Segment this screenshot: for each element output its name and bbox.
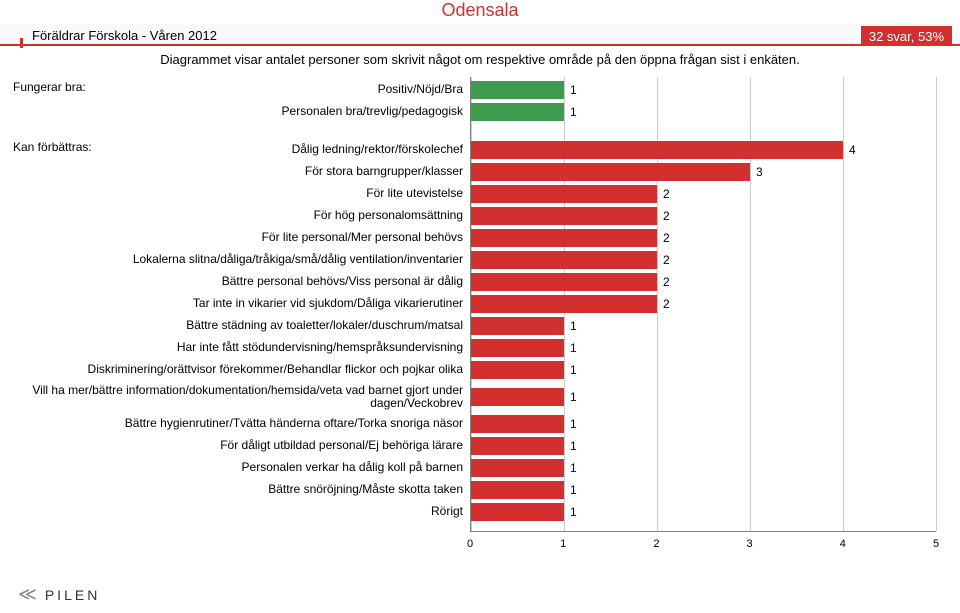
bar-value: 4 [849, 141, 856, 159]
bar [471, 273, 657, 291]
header-bar: Föräldrar Förskola - Våren 2012 32 svar,… [0, 24, 960, 46]
bar-row: För stora barngrupper/klasser3 [471, 163, 936, 181]
bar-row: Lokalerna slitna/dåliga/tråkiga/små/dåli… [471, 251, 936, 269]
bar [471, 361, 564, 379]
bar-row: Har inte fått stödundervisning/hemspråks… [471, 339, 936, 357]
bar-value: 2 [663, 251, 670, 269]
chevron-left-icon: ≪ [18, 584, 31, 605]
x-tick-label: 1 [560, 538, 566, 550]
x-tick-label: 5 [933, 538, 939, 550]
x-tick-label: 3 [747, 538, 753, 550]
chart: Fungerar bra:Positiv/Nöjd/Bra1Personalen… [0, 77, 960, 552]
header-tick [20, 38, 23, 48]
header-left: Föräldrar Förskola - Våren 2012 [32, 28, 217, 43]
bar-value: 1 [570, 481, 577, 499]
bar-value: 2 [663, 185, 670, 203]
bar-value: 2 [663, 273, 670, 291]
bar-label: För stora barngrupper/klasser [13, 163, 463, 181]
bar-label: Dålig ledning/rektor/förskolechef [13, 141, 463, 159]
bar-row: Bättre städning av toaletter/lokaler/dus… [471, 317, 936, 335]
bar-row: För lite personal/Mer personal behövs2 [471, 229, 936, 247]
bar [471, 141, 843, 159]
bar-label: Bättre hygienrutiner/Tvätta händerna oft… [13, 415, 463, 433]
bar-value: 1 [570, 317, 577, 335]
bar-label: Positiv/Nöjd/Bra [13, 81, 463, 99]
bar-label: För lite personal/Mer personal behövs [13, 229, 463, 247]
bar-value: 1 [570, 503, 577, 521]
bar-row: Tar inte in vikarier vid sjukdom/Dåliga … [471, 295, 936, 313]
x-tick-label: 4 [840, 538, 846, 550]
brand-name: PILEN [45, 587, 100, 603]
bar-row: För hög personalomsättning2 [471, 207, 936, 225]
bar-value: 1 [570, 459, 577, 477]
bar-label: För hög personalomsättning [13, 207, 463, 225]
bar-row: Bättre hygienrutiner/Tvätta händerna oft… [471, 415, 936, 433]
bar-value: 2 [663, 229, 670, 247]
bar-label: Personalen verkar ha dålig koll på barne… [13, 459, 463, 477]
bar-row: För lite utevistelse2 [471, 185, 936, 203]
bar-label: För lite utevistelse [13, 185, 463, 203]
brand-logo: ≪ PILEN [18, 584, 100, 605]
bar [471, 503, 564, 521]
bar-label: Har inte fått stödundervisning/hemspråks… [13, 339, 463, 357]
bar-value: 2 [663, 295, 670, 313]
bar-row: Vill ha mer/bättre information/dokumenta… [471, 383, 936, 411]
bar-value: 2 [663, 207, 670, 225]
bar [471, 415, 564, 433]
bar-label: Tar inte in vikarier vid sjukdom/Dåliga … [13, 295, 463, 313]
bar-value: 1 [570, 388, 577, 406]
bar-value: 1 [570, 361, 577, 379]
bar-row: Rörigt1 [471, 503, 936, 521]
x-tick-label: 0 [467, 538, 473, 550]
subtitle: Diagrammet visar antalet personer som sk… [0, 52, 960, 67]
bar-row: Bättre snöröjning/Måste skotta taken1 [471, 481, 936, 499]
chart-plot: Fungerar bra:Positiv/Nöjd/Bra1Personalen… [470, 77, 936, 532]
bar [471, 388, 564, 406]
header-right: 32 svar, 53% [861, 26, 952, 46]
bar-row: Dålig ledning/rektor/förskolechef4 [471, 141, 936, 159]
bar-label: För dåligt utbildad personal/Ej behöriga… [13, 437, 463, 455]
header-line [0, 44, 960, 46]
bar-row: Diskriminering/orättvisor förekommer/Beh… [471, 361, 936, 379]
bar-label: Rörigt [13, 503, 463, 521]
bar-row: För dåligt utbildad personal/Ej behöriga… [471, 437, 936, 455]
bar [471, 317, 564, 335]
bar-row: Bättre personal behövs/Viss personal är … [471, 273, 936, 291]
bar-value: 3 [756, 163, 763, 181]
bar-label: Vill ha mer/bättre information/dokumenta… [13, 383, 463, 411]
x-tick-label: 2 [653, 538, 659, 550]
bar [471, 459, 564, 477]
bar-value: 1 [570, 339, 577, 357]
bar-label: Bättre personal behövs/Viss personal är … [13, 273, 463, 291]
bar [471, 81, 564, 99]
bar-label: Bättre städning av toaletter/lokaler/dus… [13, 317, 463, 335]
gridline [936, 77, 937, 531]
bar-label: Personalen bra/trevlig/pedagogisk [13, 103, 463, 121]
bar-row: Positiv/Nöjd/Bra1 [471, 81, 936, 99]
bar [471, 163, 750, 181]
bar [471, 295, 657, 313]
bar [471, 103, 564, 121]
page-title: Odensala [441, 0, 518, 21]
bar-row: Personalen verkar ha dålig koll på barne… [471, 459, 936, 477]
bar-value: 1 [570, 81, 577, 99]
bar-label: Lokalerna slitna/dåliga/tråkiga/små/dåli… [13, 251, 463, 269]
bar [471, 437, 564, 455]
bar [471, 229, 657, 247]
bar-label: Diskriminering/orättvisor förekommer/Beh… [13, 361, 463, 379]
bar-row: Personalen bra/trevlig/pedagogisk1 [471, 103, 936, 121]
bar-value: 1 [570, 103, 577, 121]
bar-label: Bättre snöröjning/Måste skotta taken [13, 481, 463, 499]
bar [471, 339, 564, 357]
bar [471, 185, 657, 203]
bar [471, 207, 657, 225]
bar [471, 481, 564, 499]
bar-value: 1 [570, 415, 577, 433]
bar [471, 251, 657, 269]
bar-value: 1 [570, 437, 577, 455]
